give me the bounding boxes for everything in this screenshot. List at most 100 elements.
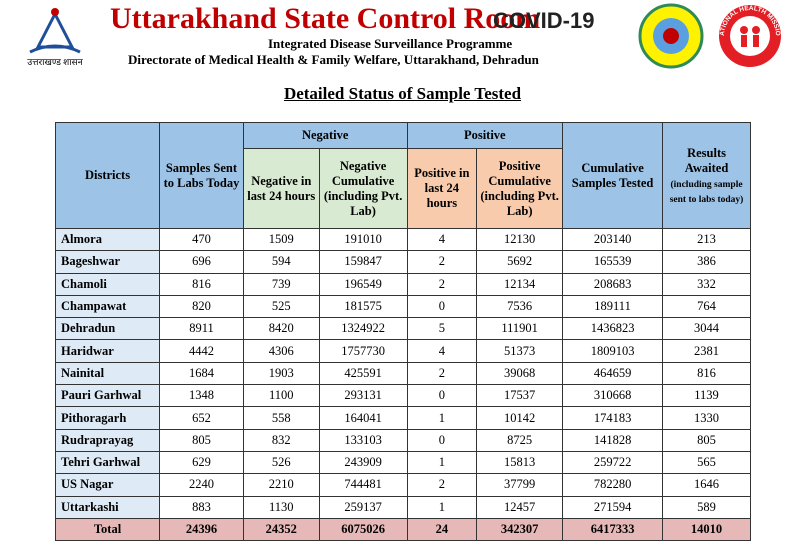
value-cell: 526 (242, 450, 320, 475)
value-cell: 1646 (662, 473, 751, 497)
col-note: (including sample sent to labs today) (669, 179, 744, 205)
value-cell: 271594 (562, 495, 664, 519)
district-cell: Rudraprayag (54, 428, 161, 452)
value-cell: 6075026 (318, 517, 408, 542)
col-header: Districts (54, 122, 161, 229)
value-cell: 1 (406, 406, 478, 430)
value-cell: 4 (406, 339, 478, 363)
value-cell: 203140 (562, 227, 664, 252)
value-cell: 259137 (318, 495, 408, 519)
value-cell: 5 (406, 317, 478, 341)
col-header: Results Awaited (including sample sent to… (662, 122, 751, 229)
value-cell: 1757730 (318, 339, 408, 363)
value-cell: 7536 (476, 294, 564, 319)
idsp-logo (638, 3, 704, 69)
table-row: Almora 470 1509 191010 4 12130 203140 213 (54, 227, 751, 252)
value-cell: 558 (242, 406, 320, 430)
value-cell: 12130 (476, 227, 564, 252)
col-header: Cumulative Samples Tested (562, 122, 664, 229)
value-cell: 2 (406, 473, 478, 497)
value-cell: 174183 (562, 406, 664, 430)
value-cell: 2 (406, 272, 478, 296)
table-row: Nainital 1684 1903 425591 2 39068 464659 816 (54, 361, 751, 386)
value-cell: 1684 (159, 361, 244, 386)
value-cell: 525 (242, 294, 320, 319)
value-cell: 24352 (242, 517, 320, 542)
value-cell: 629 (159, 450, 244, 475)
value-cell: 165539 (562, 250, 664, 274)
table-row: Bageshwar 696 594 159847 2 5692 165539 386 (54, 250, 751, 274)
value-cell: 0 (406, 384, 478, 408)
value-cell: 12134 (476, 272, 564, 296)
col-header: Positive Cumulative (including Pvt. Lab) (476, 148, 564, 229)
subtitle: Directorate of Medical Health & Family W… (128, 52, 539, 67)
value-cell: 4442 (159, 339, 244, 363)
value-cell: 594 (242, 250, 320, 274)
value-cell: 816 (662, 361, 751, 386)
district-cell: Chamoli (54, 272, 161, 296)
value-cell: 1509 (242, 227, 320, 252)
value-cell: 39068 (476, 361, 564, 386)
district-cell: Pauri Garhwal (54, 384, 161, 408)
col-header: Samples Sent to Labs Today (159, 122, 244, 229)
value-cell: 425591 (318, 361, 408, 386)
value-cell: 744481 (318, 473, 408, 497)
col-header: Negative in last 24 hours (242, 148, 320, 229)
value-cell: 2240 (159, 473, 244, 497)
value-cell: 332 (662, 272, 751, 296)
value-cell: 1100 (242, 384, 320, 408)
govt-logo: उत्तराखण्ड शासन (27, 8, 84, 67)
subtitle: Integrated Disease Surveillance Programm… (268, 36, 513, 51)
table-row: Pithoragarh 652 558 164041 1 10142 174183 1330 (54, 406, 751, 430)
value-cell: 141828 (562, 428, 664, 452)
value-cell: 1139 (662, 384, 751, 408)
value-cell: 782280 (562, 473, 664, 497)
value-cell: 24 (406, 517, 478, 542)
value-cell: 17537 (476, 384, 564, 408)
value-cell: 51373 (476, 339, 564, 363)
value-cell: 189111 (562, 294, 664, 319)
value-cell: 24396 (159, 517, 244, 542)
value-cell: 565 (662, 450, 751, 475)
value-cell: 208683 (562, 272, 664, 296)
title: Uttarakhand State Control Room (110, 2, 541, 35)
table-row: Dehradun 8911 8420 1324922 5 111901 1436823 304… (54, 317, 751, 341)
value-cell: 191010 (318, 227, 408, 252)
value-cell: 14010 (662, 517, 751, 542)
value-cell: 8420 (242, 317, 320, 341)
table-row: Rudraprayag 805 832 133103 0 8725 141828 805 (54, 428, 751, 452)
table-row: Pauri Garhwal 1348 1100 293131 0 17537 310668 1… (54, 384, 751, 408)
value-cell: 10142 (476, 406, 564, 430)
value-cell: 164041 (318, 406, 408, 430)
table-row: Champawat 820 525 181575 0 7536 189111 764 (54, 294, 751, 319)
value-cell: 5692 (476, 250, 564, 274)
value-cell: 0 (406, 294, 478, 319)
district-cell: Pithoragarh (54, 406, 161, 430)
value-cell: 652 (159, 406, 244, 430)
district-cell: Dehradun (54, 317, 161, 341)
value-cell: 259722 (562, 450, 664, 475)
value-cell: 1348 (159, 384, 244, 408)
value-cell: 2381 (662, 339, 751, 363)
value-cell: 4 (406, 227, 478, 252)
value-cell: 1324922 (318, 317, 408, 341)
value-cell: 816 (159, 272, 244, 296)
value-cell: 805 (662, 428, 751, 452)
value-cell: 739 (242, 272, 320, 296)
value-cell: 243909 (318, 450, 408, 475)
value-cell: 1130 (242, 495, 320, 519)
value-cell: 696 (159, 250, 244, 274)
col-header: Negative Cumulative (including Pvt. Lab) (318, 148, 408, 229)
district-cell: Haridwar (54, 339, 161, 363)
value-cell: 1 (406, 450, 478, 475)
value-cell: 181575 (318, 294, 408, 319)
value-cell: 196549 (318, 272, 408, 296)
value-cell: 1436823 (562, 317, 664, 341)
value-cell: 159847 (318, 250, 408, 274)
district-cell: Champawat (54, 294, 161, 319)
district-cell: Uttarkashi (54, 495, 161, 519)
value-cell: 2 (406, 250, 478, 274)
group-header: Positive (406, 122, 564, 149)
value-cell: 1903 (242, 361, 320, 386)
